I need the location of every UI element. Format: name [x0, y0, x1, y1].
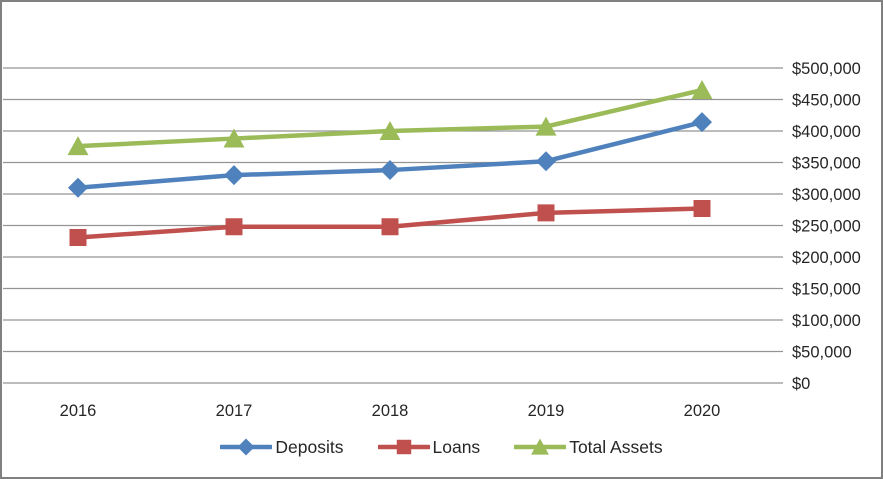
y-axis-tick-label: $450,000 [792, 92, 861, 110]
chart-legend: Deposits Loans Total Assets [2, 432, 881, 462]
series-loans[interactable] [69, 199, 711, 246]
marker-loans-2020[interactable] [693, 199, 711, 217]
y-axis-tick-label: $0 [792, 375, 810, 393]
marker-loans-2017[interactable] [225, 218, 243, 236]
diamond-icon [237, 438, 255, 456]
x-axis-tick-label: 2019 [528, 402, 565, 420]
series-deposits[interactable] [68, 112, 712, 198]
series-total-assets[interactable] [67, 80, 713, 156]
x-axis-tick-label: 2020 [684, 402, 721, 420]
marker-deposits-2020[interactable] [692, 112, 712, 133]
legend-marker-loans [377, 439, 430, 455]
y-axis-tick-label: $200,000 [792, 249, 861, 267]
legend-label-total-assets: Total Assets [569, 436, 663, 457]
square-icon [396, 439, 411, 455]
y-axis-tick-label: $350,000 [792, 155, 861, 173]
marker-deposits-2019[interactable] [536, 151, 556, 172]
marker-total-assets-2018[interactable] [379, 121, 401, 140]
y-axis-tick-label: $100,000 [792, 312, 861, 330]
y-axis-tick-label: $50,000 [792, 344, 852, 362]
marker-deposits-2016[interactable] [68, 177, 88, 198]
x-axis-tick-label: 2017 [216, 402, 253, 420]
legend-marker-total-assets [514, 438, 567, 455]
x-axis-tick-label: 2016 [60, 402, 97, 420]
legend-label-deposits: Deposits [275, 436, 344, 457]
x-axis-tick-label: 2018 [372, 402, 409, 420]
y-axis-tick-label: $150,000 [792, 281, 861, 299]
y-axis-tick-label: $400,000 [792, 123, 861, 141]
legend-item-deposits[interactable]: Deposits [220, 436, 344, 458]
marker-total-assets-2017[interactable] [223, 128, 245, 148]
legend-item-loans[interactable]: Loans [377, 436, 481, 458]
marker-total-assets-2020[interactable] [691, 80, 713, 100]
y-axis-tick-label: $500,000 [792, 60, 861, 78]
y-axis-tick-label: $250,000 [792, 218, 861, 236]
marker-total-assets-2016[interactable] [67, 136, 89, 156]
legend-label-loans: Loans [432, 436, 481, 457]
triangle-icon [531, 438, 550, 455]
y-axis-tick-label: $300,000 [792, 186, 861, 204]
marker-deposits-2018[interactable] [380, 160, 400, 181]
marker-loans-2018[interactable] [381, 218, 399, 236]
legend-marker-deposits [220, 438, 273, 456]
marker-deposits-2017[interactable] [224, 165, 244, 186]
marker-total-assets-2019[interactable] [535, 116, 557, 136]
legend-item-total-assets[interactable]: Total Assets [514, 436, 663, 458]
marker-loans-2016[interactable] [69, 228, 87, 246]
marker-loans-2019[interactable] [537, 204, 555, 222]
